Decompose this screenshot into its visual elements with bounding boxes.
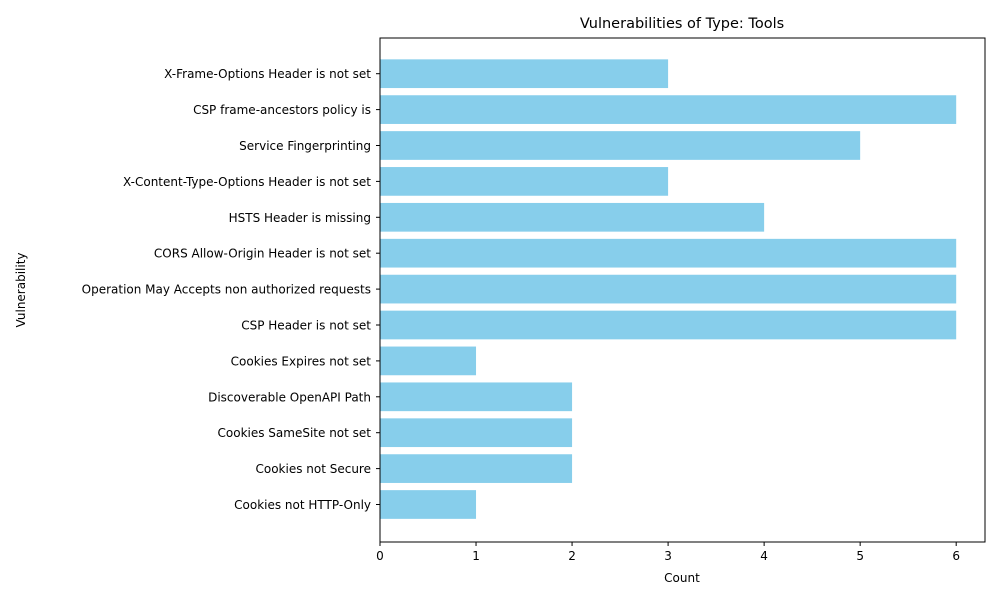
x-ticks-group: 0 1 2 3 4 5 6 — [376, 542, 960, 563]
chart-title: Vulnerabilities of Type: Tools — [580, 16, 784, 32]
x-tick-label: 0 — [376, 549, 384, 563]
bar — [380, 167, 669, 196]
y-tick-label: Operation May Accepts non authorized req… — [82, 283, 371, 297]
y-axis-label: Vulnerability — [14, 252, 28, 327]
bar — [380, 202, 765, 232]
y-tick-label: CSP Header is not set — [241, 319, 371, 333]
y-tick-label: Cookies Expires not set — [231, 354, 372, 368]
x-tick-label: 3 — [664, 549, 672, 563]
y-tick-label: Service Fingerprinting — [239, 139, 371, 153]
y-tick-label: CORS Allow-Origin Header is not set — [154, 247, 371, 261]
x-tick-label: 6 — [952, 549, 960, 563]
bar — [380, 346, 477, 376]
x-axis-label: Count — [664, 571, 700, 585]
y-ticks-group: Cookies not HTTP-Only Cookies not Secure C… — [82, 67, 380, 512]
bars-group — [380, 59, 957, 519]
y-tick-label: HSTS Header is missing — [229, 211, 371, 225]
bar — [380, 382, 573, 412]
bar — [380, 238, 957, 268]
y-tick-label: CSP frame-ancestors policy is — [193, 103, 371, 117]
y-tick-label: X-Content-Type-Options Header is not set — [123, 175, 371, 189]
x-tick-label: 5 — [856, 549, 864, 563]
bar — [380, 418, 573, 448]
y-tick-label: Cookies not HTTP-Only — [234, 498, 371, 512]
bar — [380, 490, 477, 519]
x-tick-label: 4 — [760, 549, 768, 563]
bar — [380, 95, 957, 124]
y-tick-label: X-Frame-Options Header is not set — [164, 67, 371, 81]
plot-frame — [379, 37, 986, 543]
x-tick-label: 2 — [568, 549, 576, 563]
bar — [380, 274, 957, 304]
y-tick-label: Discoverable OpenAPI Path — [208, 390, 371, 404]
bar — [380, 59, 669, 89]
bar — [380, 310, 957, 340]
bar — [380, 131, 861, 160]
bar — [380, 454, 573, 483]
y-tick-label: Cookies not Secure — [255, 462, 371, 476]
y-tick-label: Cookies SameSite not set — [218, 426, 372, 440]
x-tick-label: 1 — [472, 549, 480, 563]
